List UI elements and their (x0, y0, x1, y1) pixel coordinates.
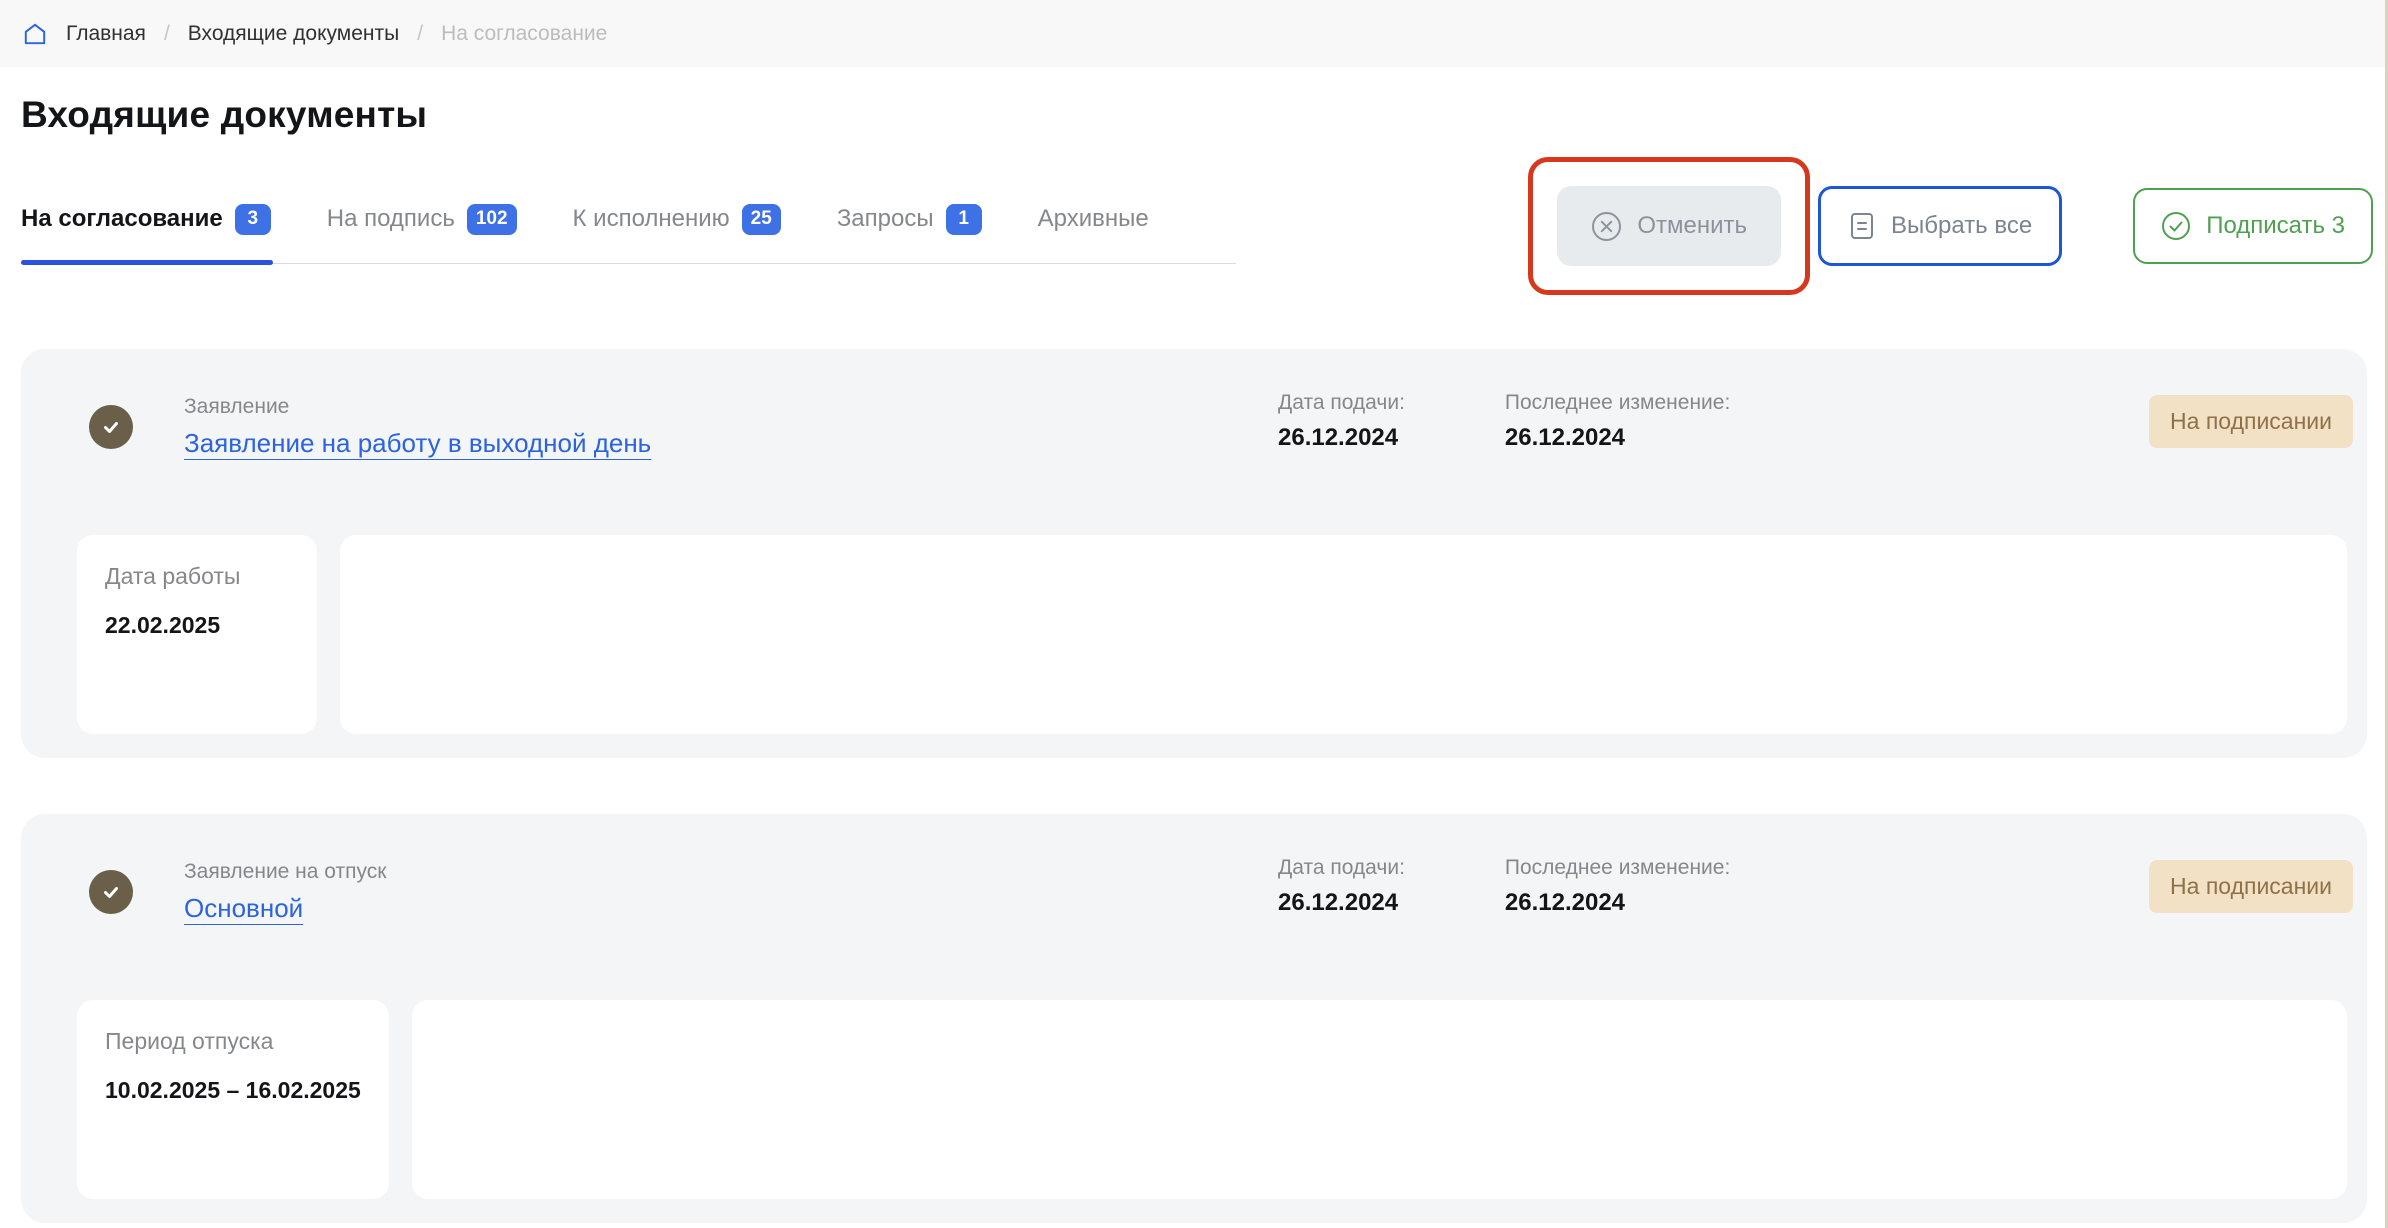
info-panel: Период отпуска 10.02.2025 – 16.02.2025 (77, 999, 389, 1199)
stage-progress-bar (885, 1042, 1357, 1055)
sign-button[interactable]: Подписать 3 (2133, 188, 2373, 264)
select-all-button-label: Выбрать все (1891, 212, 2033, 239)
workflow-stage (1863, 561, 2317, 734)
tab-label: На согласование (21, 205, 223, 233)
checkmark-icon (104, 887, 118, 899)
document-card: Заявление на отпуск Основной Дата подачи… (21, 813, 2367, 1223)
circle-x-icon (1592, 211, 1622, 241)
workflow-stages-panel (340, 534, 2347, 734)
cancel-button-label: Отменить (1637, 212, 1748, 239)
home-icon[interactable] (22, 21, 48, 47)
checkmark-icon (104, 422, 118, 434)
document-card-body: Дата работы 22.02.2025 (21, 534, 2367, 758)
breadcrumb-home[interactable]: Главная (66, 21, 146, 45)
workflow-stages-panel (411, 999, 2347, 1199)
sign-button-label: Подписать 3 (2206, 212, 2345, 239)
stage-progress-bar (1335, 577, 1848, 590)
stage-progress-bar (1371, 1042, 1865, 1055)
main-content: Входящие документы На согласование 3 На … (0, 94, 2388, 1223)
select-all-button[interactable]: Выбрать все (1818, 186, 2063, 266)
document-checkbox[interactable] (89, 870, 133, 915)
tab-bar: На согласование 3 На подпись 102 К испол… (21, 204, 1236, 265)
stage-progress-bar (829, 577, 1319, 590)
document-dates: Дата подачи: 26.12.2024 Последнее измене… (1278, 856, 1730, 917)
document-type-label: Заявление (184, 395, 290, 419)
document-titles: Заявление на отпуск Основной (184, 860, 386, 924)
toolbar: На согласование 3 На подпись 102 К испол… (21, 157, 2373, 295)
document-titles: Заявление Заявление на работу в выходной… (184, 395, 651, 459)
tab-item[interactable]: Архивные (1038, 204, 1149, 263)
document-checkbox[interactable] (89, 405, 133, 450)
tab-label: На подпись (326, 205, 455, 233)
page-title: Входящие документы (21, 94, 428, 135)
screen-edge-line (2385, 0, 2388, 1228)
document-card-header: Заявление на отпуск Основной Дата подачи… (21, 814, 2367, 926)
tab-item[interactable]: Запросы 1 (837, 204, 982, 263)
action-buttons: Отменить Выбрать все Подписать 3 (1528, 157, 2373, 295)
submitted-date: Дата подачи: 26.12.2024 (1278, 391, 1405, 452)
tab-count-badge: 3 (234, 204, 271, 235)
tab-count-badge: 25 (741, 204, 781, 235)
document-type-label: Заявление на отпуск (184, 860, 387, 884)
info-panel: Дата работы 22.02.2025 (77, 534, 317, 734)
status-badge: На подписании (2149, 859, 2353, 913)
stage-progress-bar (374, 577, 814, 590)
stage-progress-bar (1863, 577, 2317, 590)
submitted-date-value: 26.12.2024 (1278, 423, 1399, 451)
tab-count-badge: 102 (466, 204, 517, 235)
breadcrumb-section[interactable]: Входящие документы (187, 21, 400, 45)
modified-date-label: Последнее изменение: (1504, 855, 1731, 879)
modified-date-label: Последнее изменение: (1504, 390, 1731, 414)
tab-label: К исполнению (572, 205, 730, 233)
submitted-date-value: 26.12.2024 (1278, 888, 1399, 916)
info-panel-value: 22.02.2025 (105, 611, 221, 638)
breadcrumb-separator: / (163, 21, 170, 45)
document-lines-icon (1851, 213, 1874, 239)
workflow-stage (1371, 1026, 1865, 1199)
tab-item[interactable]: К исполнению 25 (573, 204, 781, 263)
modified-date: Последнее изменение: 26.12.2024 (1505, 856, 1730, 917)
document-title-link[interactable]: Заявление на работу в выходной день (184, 428, 652, 459)
modified-date-value: 26.12.2024 (1504, 423, 1626, 451)
breadcrumb-separator: / (417, 21, 424, 45)
workflow-stage (829, 561, 1319, 734)
document-dates: Дата подачи: 26.12.2024 Последнее измене… (1278, 391, 1730, 452)
workflow-stage (1880, 1026, 2317, 1199)
workflow-stage (1335, 561, 1848, 734)
submitted-date-label: Дата подачи: (1278, 390, 1405, 414)
breadcrumb: Главная / Входящие документы / На соглас… (0, 0, 2388, 67)
workflow-stage (885, 1026, 1357, 1199)
info-panel-label: Период отпуска (105, 1027, 274, 1054)
annotation-highlight: Отменить (1528, 157, 1811, 295)
document-card-header: Заявление Заявление на работу в выходной… (21, 349, 2367, 461)
status-badge: На подписании (2149, 394, 2353, 448)
breadcrumb-current: На согласование (441, 21, 608, 45)
circle-check-icon (2162, 212, 2191, 240)
stage-progress-bar (446, 1042, 870, 1055)
workflow-stage (374, 561, 814, 734)
modified-date-value: 26.12.2024 (1504, 888, 1626, 916)
stage-progress-bar (1880, 1042, 2317, 1055)
tab-count-badge: 1 (945, 204, 982, 235)
info-panel-value: 10.02.2025 – 16.02.2025 (105, 1076, 361, 1103)
tab-label: Запросы (836, 205, 934, 233)
tab-item[interactable]: На согласование 3 (21, 204, 273, 265)
document-title-link[interactable]: Основной (184, 893, 304, 924)
info-panel-label: Дата работы (105, 562, 241, 589)
submitted-date-label: Дата подачи: (1278, 855, 1405, 879)
submitted-date: Дата подачи: 26.12.2024 (1278, 856, 1405, 917)
cancel-button[interactable]: Отменить (1557, 186, 1782, 266)
modified-date: Последнее изменение: 26.12.2024 (1505, 391, 1730, 452)
tab-item[interactable]: На подпись 102 (327, 204, 517, 263)
tab-label: Архивные (1037, 205, 1149, 233)
document-card-body: Период отпуска 10.02.2025 – 16.02.2025 (21, 999, 2367, 1223)
document-card: Заявление Заявление на работу в выходной… (21, 348, 2367, 758)
workflow-stage (446, 1026, 870, 1199)
